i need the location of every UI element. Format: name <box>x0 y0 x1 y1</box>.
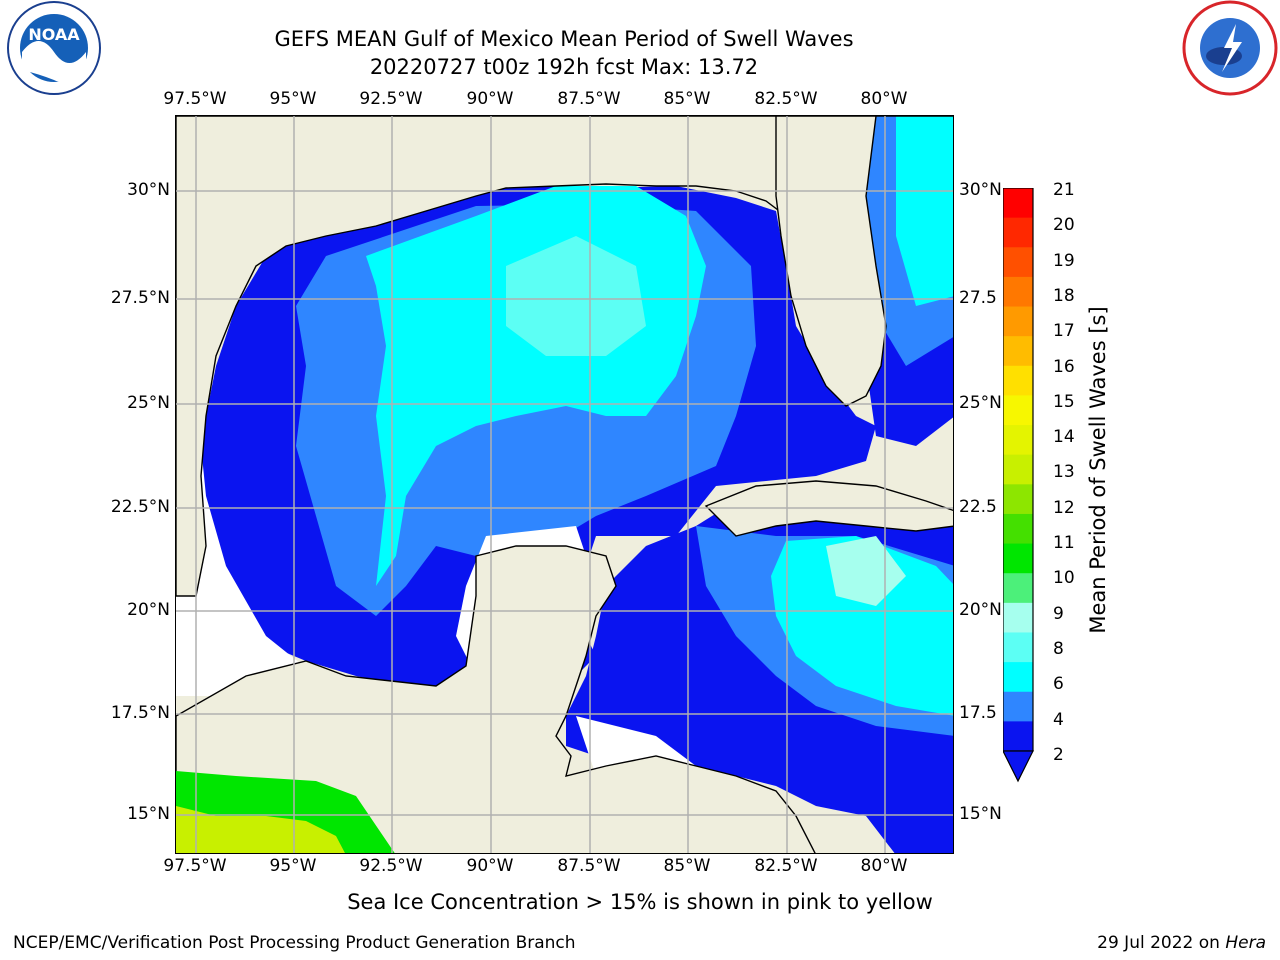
colorbar-tick-label: 20 <box>1053 215 1075 236</box>
lat-label-left: 17.5°N <box>110 703 170 723</box>
lon-label-bottom: 85°W <box>663 856 711 876</box>
caribbean-pale-cyan <box>826 536 906 606</box>
colorbar-tick-label: 9 <box>1053 603 1064 624</box>
lat-label-left: 22.5°N <box>110 497 170 517</box>
colorbar-segment <box>1003 602 1033 633</box>
land-florida <box>775 116 887 407</box>
colorbar-segment <box>1003 276 1033 308</box>
lat-label-right: 15°N <box>959 804 1002 824</box>
colorbar-segment <box>1003 573 1033 604</box>
lon-label-top: 80°W <box>860 89 908 109</box>
colorbar-tick-label: 17 <box>1053 321 1075 342</box>
colorbar-tick-label: 19 <box>1053 250 1075 271</box>
colorbar-segment <box>1003 247 1033 278</box>
chart-subtitle: 20220727 t00z 192h fcst Max: 13.72 <box>369 55 759 79</box>
colorbar-tick-label: 14 <box>1053 427 1075 448</box>
lat-label-left: 27.5°N <box>110 288 170 308</box>
colorbar-segment <box>1003 721 1033 752</box>
lat-label-left: 30°N <box>127 180 170 200</box>
colorbar-segment <box>1003 632 1033 663</box>
lon-label-top: 97.5°W <box>163 89 227 109</box>
nws-logo-icon <box>1180 0 1280 104</box>
colorbar-tick-label: 8 <box>1053 638 1064 659</box>
map-canvas <box>176 116 953 853</box>
colorbar-segment <box>1003 691 1033 722</box>
lon-label-bottom: 95°W <box>269 856 317 876</box>
footer-host: Hera <box>1225 933 1266 953</box>
caribbean-cyan <box>771 536 953 716</box>
lat-label-right: 27.5 <box>959 288 997 308</box>
lon-label-bottom: 90°W <box>466 856 514 876</box>
colorbar-segment <box>1003 543 1033 574</box>
colorbar-segment <box>1003 425 1033 456</box>
colorbar-tick-label: 2 <box>1053 744 1064 765</box>
colorbar-tick-label: 12 <box>1053 497 1075 518</box>
colorbar-tick-label: 6 <box>1053 674 1064 695</box>
footer-date: 29 Jul 2022 on Hera <box>1097 933 1266 953</box>
colorbar-segment <box>1003 395 1033 426</box>
colorbar-segment <box>1003 217 1033 248</box>
lon-label-top: 95°W <box>269 89 317 109</box>
lon-label-bottom: 80°W <box>860 856 908 876</box>
colorbar-segment <box>1003 513 1033 545</box>
colorbar-segment <box>1003 365 1033 396</box>
lat-label-left: 20°N <box>127 600 170 620</box>
lon-label-top: 85°W <box>663 89 711 109</box>
colorbar-segment <box>1003 454 1033 485</box>
colorbar-tick-label: 18 <box>1053 285 1075 306</box>
svg-text:NOAA: NOAA <box>28 25 80 44</box>
atlantic-cyan <box>896 116 953 306</box>
chart-title: GEFS MEAN Gulf of Mexico Mean Period of … <box>274 27 854 51</box>
gulf-light-cyan <box>506 236 646 356</box>
colorbar-tick-label: 21 <box>1053 180 1075 200</box>
colorbar-tick-label: 13 <box>1053 462 1075 483</box>
lon-label-top: 92.5°W <box>359 89 423 109</box>
colorbar-segment <box>1003 306 1033 337</box>
colorbar-segment <box>1003 188 1033 219</box>
lon-label-bottom: 97.5°W <box>163 856 227 876</box>
map-graticule <box>176 116 953 853</box>
lon-label-top: 82.5°W <box>754 89 818 109</box>
lon-label-top: 87.5°W <box>557 89 621 109</box>
lon-label-top: 90°W <box>466 89 514 109</box>
colorbar <box>1003 188 1034 783</box>
colorbar-segment <box>1003 336 1033 367</box>
lat-label-right: 17.5 <box>959 703 997 723</box>
footer-date-text: 29 Jul 2022 on <box>1097 933 1220 953</box>
lat-label-right: 20°N <box>959 600 1002 620</box>
lat-label-right: 22.5 <box>959 497 997 517</box>
colorbar-tick-label: 4 <box>1053 709 1064 730</box>
land-mexico-yucatan <box>176 545 816 853</box>
noaa-logo-icon: NOAA <box>4 0 104 104</box>
footer-credit: NCEP/EMC/Verification Post Processing Pr… <box>13 933 576 953</box>
lon-label-bottom: 92.5°W <box>359 856 423 876</box>
colorbar-segment <box>1003 484 1033 515</box>
sea-ice-note: Sea Ice Concentration > 15% is shown in … <box>347 890 933 914</box>
colorbar-tick-label: 10 <box>1053 568 1075 589</box>
colorbar-tick-label: 16 <box>1053 356 1075 377</box>
colorbar-tick-label: 15 <box>1053 391 1075 412</box>
colorbar-extend-arrow <box>1003 750 1034 783</box>
map-panel <box>175 115 954 854</box>
colorbar-label: Mean Period of Swell Waves [s] <box>1086 306 1110 634</box>
lat-label-right: 30°N <box>959 180 1002 200</box>
lon-label-bottom: 82.5°W <box>754 856 818 876</box>
lat-label-left: 25°N <box>127 393 170 413</box>
colorbar-tick-label: 11 <box>1053 533 1075 553</box>
colorbar-segment <box>1003 662 1033 693</box>
lat-label-left: 15°N <box>127 804 170 824</box>
lat-label-right: 25°N <box>959 393 1002 413</box>
pacific-yellow-green <box>176 806 345 853</box>
lon-label-bottom: 87.5°W <box>557 856 621 876</box>
